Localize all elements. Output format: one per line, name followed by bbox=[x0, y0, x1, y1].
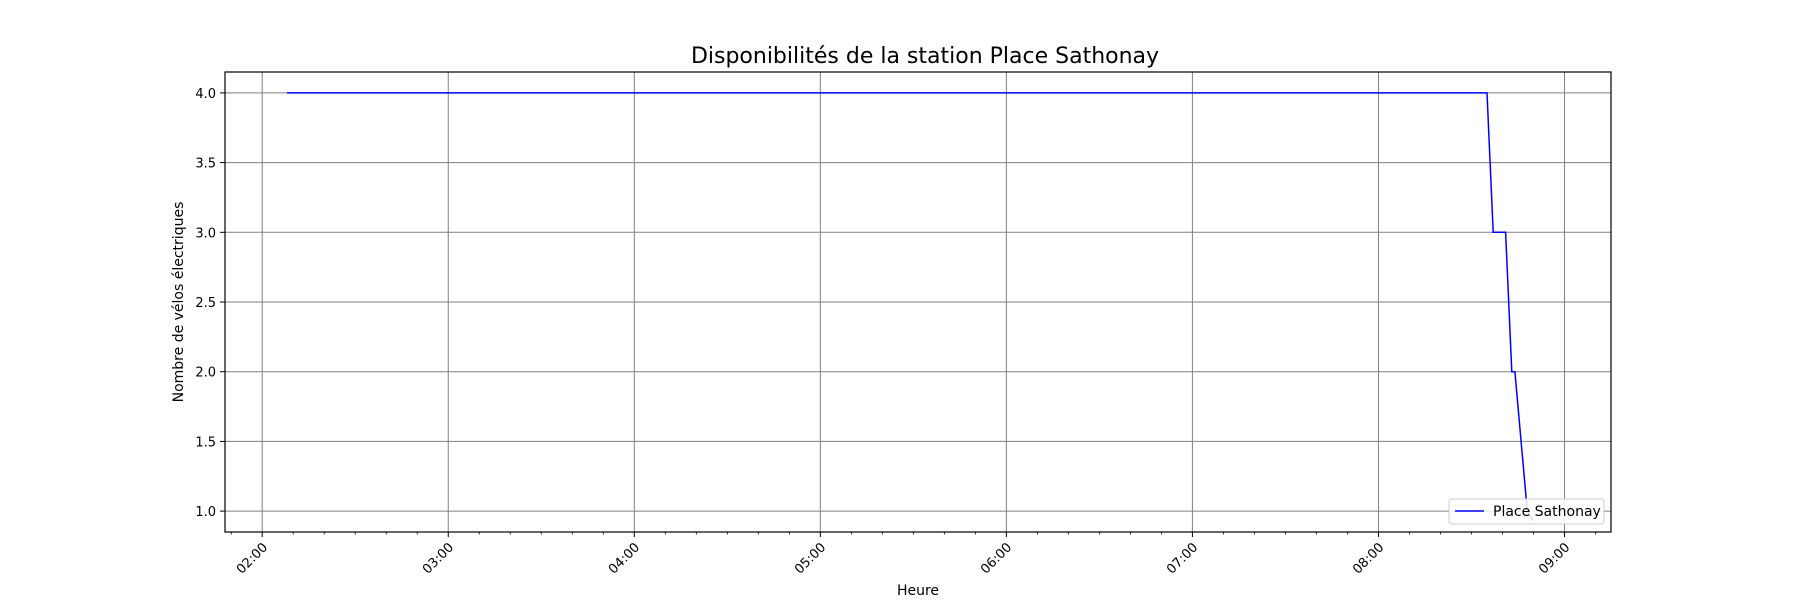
legend: Place Sathonay bbox=[1448, 498, 1605, 525]
grid bbox=[225, 72, 1611, 532]
legend-box bbox=[1448, 498, 1605, 525]
data-lines bbox=[287, 92, 1535, 522]
series-line bbox=[287, 92, 1535, 522]
x-tick-label: 05:00 bbox=[792, 540, 829, 577]
y-tick-label: 2.5 bbox=[195, 296, 216, 311]
y-axis: 1.0 1.5 2.0 2.5 3.0 3.5 4.0 bbox=[195, 87, 225, 520]
x-axis: 02:00 03:00 04:00 05:00 06:00 07:00 08:00 09:00 bbox=[230, 532, 1596, 577]
x-tick-label: 06:00 bbox=[978, 540, 1015, 577]
y-tick-label: 2.0 bbox=[195, 366, 216, 381]
y-tick-label: 1.5 bbox=[195, 435, 216, 450]
x-tick-label: 04:00 bbox=[606, 540, 643, 577]
x-axis-label: Heure bbox=[897, 583, 939, 599]
x-tick-label: 08:00 bbox=[1350, 540, 1387, 577]
y-tick-label: 3.0 bbox=[195, 226, 216, 241]
y-tick-label: 4.0 bbox=[195, 87, 216, 102]
x-tick-label: 07:00 bbox=[1164, 540, 1201, 577]
y-tick-label: 3.5 bbox=[195, 157, 216, 172]
legend-entry-label: Place Sathonay bbox=[1493, 504, 1601, 520]
x-tick-label: 03:00 bbox=[420, 540, 457, 577]
x-tick-label: 02:00 bbox=[234, 540, 271, 577]
y-tick-label: 1.0 bbox=[195, 505, 216, 520]
chart-title: Disponibilités de la station Place Satho… bbox=[691, 44, 1159, 69]
x-tick-label: 09:00 bbox=[1536, 540, 1573, 577]
y-axis-label: Nombre de vélos électriques bbox=[171, 202, 187, 403]
